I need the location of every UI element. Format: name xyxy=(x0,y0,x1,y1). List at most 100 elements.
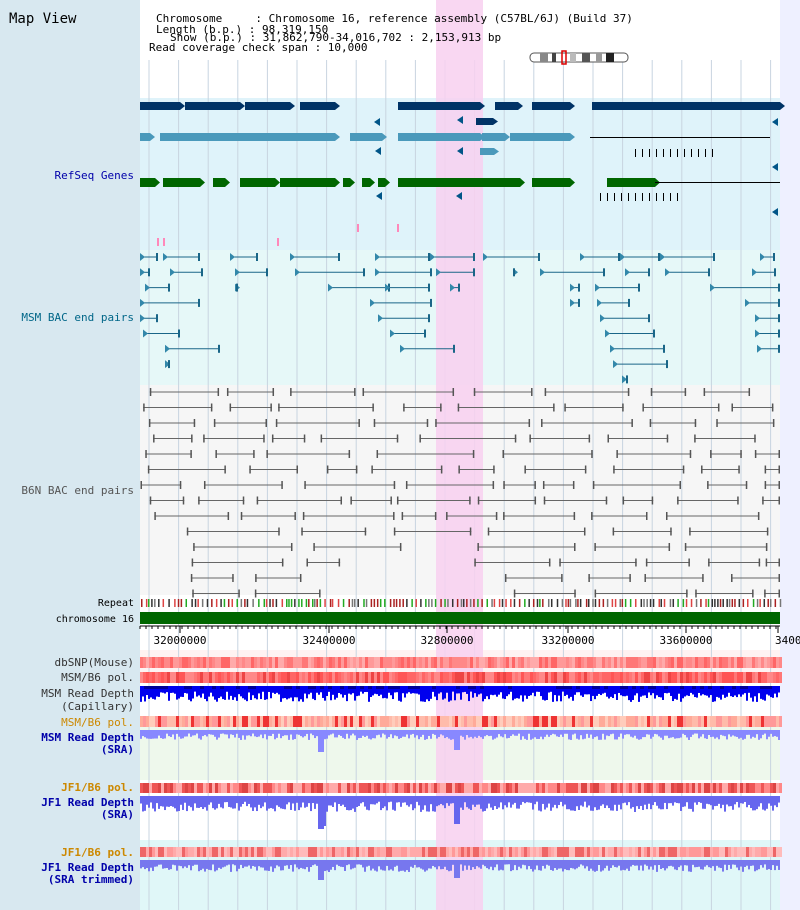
depth-bar xyxy=(160,796,162,807)
heat-cell xyxy=(515,716,518,727)
depth-bar xyxy=(654,730,656,734)
heat-cell xyxy=(185,672,188,683)
depth-bar xyxy=(222,686,224,700)
heat-cell xyxy=(602,657,605,668)
depth-bar xyxy=(778,730,780,740)
depth-bar xyxy=(294,796,296,811)
depth-bar xyxy=(184,796,186,803)
b6n-bac-end xyxy=(561,574,563,582)
depth-bar xyxy=(608,796,610,809)
heat-cell xyxy=(347,847,350,857)
depth-bar xyxy=(424,860,426,872)
b6n-bac-features[interactable] xyxy=(140,388,780,598)
depth-bar xyxy=(704,860,706,867)
gene-feature xyxy=(532,178,570,187)
b6n-bac-end xyxy=(326,465,329,474)
depth-bar xyxy=(714,860,716,871)
heat-cell xyxy=(770,847,773,857)
depth-bar xyxy=(556,860,558,870)
heat-cell xyxy=(707,657,710,668)
heat-cell xyxy=(689,672,692,683)
depth-bar xyxy=(382,730,384,734)
depth-bar xyxy=(682,796,684,807)
heat-cell xyxy=(560,716,563,727)
depth-bar xyxy=(762,730,764,735)
depth-bar xyxy=(590,686,592,702)
heat-cell xyxy=(425,847,428,857)
depth-bar xyxy=(428,796,430,812)
msm-bac-end xyxy=(458,283,460,292)
repeat-element xyxy=(223,599,226,607)
depth-bar xyxy=(476,796,478,805)
heat-cell xyxy=(452,672,455,683)
heat-cell xyxy=(419,783,422,793)
depth-bar xyxy=(418,686,420,695)
b6n-bac-end xyxy=(373,419,376,427)
chromosome-ideogram[interactable] xyxy=(529,50,629,65)
msm-bac-features[interactable] xyxy=(140,253,780,384)
depth-bar xyxy=(326,730,328,739)
depth-bar xyxy=(222,860,224,868)
track-label-b6n-bac[interactable]: B6N BAC end pairs xyxy=(21,484,134,497)
depth-bar xyxy=(292,860,294,872)
depth-bar xyxy=(652,686,654,694)
heat-cell xyxy=(632,847,635,857)
depth-bar xyxy=(172,686,174,693)
depth-bar xyxy=(314,686,316,701)
depth-dark xyxy=(708,686,712,689)
heat-cell xyxy=(278,672,281,683)
b6n-bac-end xyxy=(707,481,709,489)
depth-bar xyxy=(480,686,482,694)
heat-cell xyxy=(425,672,428,683)
heat-cell xyxy=(515,672,518,683)
heat-cell xyxy=(239,783,242,793)
heat-cell xyxy=(674,716,677,727)
heat-cell xyxy=(674,657,677,668)
b6n-bac-end xyxy=(534,496,537,505)
depth-bar xyxy=(766,860,768,870)
heat-cell xyxy=(236,716,239,727)
depth-bar xyxy=(596,860,598,871)
depth-bar xyxy=(358,796,360,807)
b6n-bac-end xyxy=(393,527,396,536)
heat-cell xyxy=(542,716,545,727)
heat-cell xyxy=(488,672,491,683)
repeat-element xyxy=(585,599,588,607)
repeat-element xyxy=(305,599,308,607)
heat-cell xyxy=(344,672,347,683)
track-label-refseq[interactable]: RefSeq Genes xyxy=(55,169,134,182)
chromosome-bar[interactable] xyxy=(140,612,780,624)
heat-cell xyxy=(596,716,599,727)
heat-cell xyxy=(743,657,746,668)
heat-cell xyxy=(383,847,386,857)
depth-bar xyxy=(272,686,274,693)
right-margin xyxy=(780,0,800,910)
b6n-bac-end xyxy=(778,574,780,582)
heat-cell xyxy=(746,783,749,793)
track-label-msm-bac[interactable]: MSM BAC end pairs xyxy=(21,311,134,324)
heat-cell xyxy=(308,783,311,793)
depth-bar xyxy=(162,730,164,739)
repeat-element xyxy=(536,599,539,607)
depth-bar xyxy=(276,686,278,693)
depth-bar xyxy=(546,860,548,865)
depth-bar xyxy=(650,686,652,696)
depth-bar xyxy=(262,730,264,739)
heat-cell xyxy=(752,716,755,727)
depth-bar xyxy=(224,860,226,867)
depth-bar xyxy=(594,860,596,872)
depth-dark xyxy=(472,686,476,689)
heat-cell xyxy=(212,847,215,857)
depth-bar xyxy=(478,860,480,868)
refseq-gene-features[interactable] xyxy=(140,102,785,246)
gene-strand-arrow xyxy=(150,133,155,141)
heat-cell xyxy=(503,847,506,857)
depth-bar xyxy=(420,686,422,702)
heat-cell xyxy=(584,657,587,668)
heat-cell xyxy=(548,657,551,668)
depth-bar xyxy=(768,860,770,870)
depth-bar xyxy=(388,730,390,738)
heat-cell xyxy=(182,672,185,683)
heat-cell xyxy=(557,672,560,683)
heat-cell xyxy=(140,783,143,793)
